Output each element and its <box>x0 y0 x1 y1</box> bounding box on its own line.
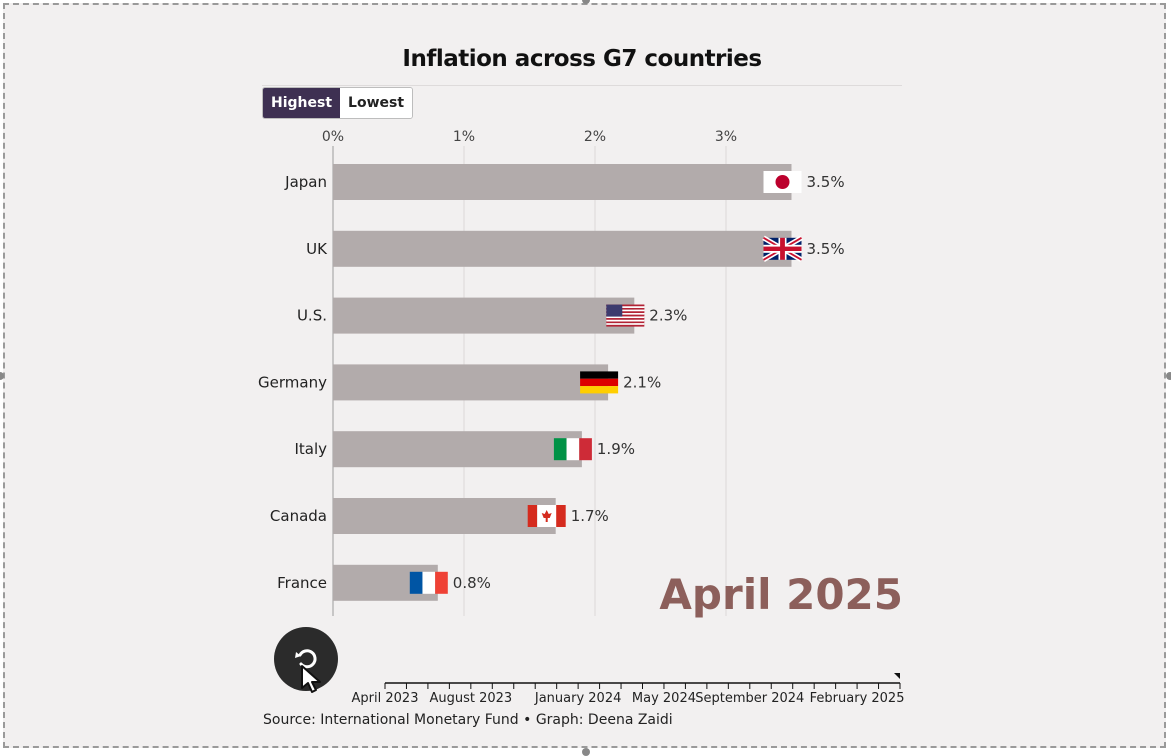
flag-part <box>606 306 645 308</box>
frame-handle-left[interactable] <box>0 372 4 380</box>
frame-handle-top[interactable] <box>582 0 590 4</box>
flag-part <box>566 438 580 461</box>
source-note: Source: International Monetary Fund • Gr… <box>263 712 673 728</box>
flag-part <box>527 505 538 527</box>
value-label: 1.9% <box>597 440 635 458</box>
flag-part <box>606 319 645 322</box>
flag-part <box>409 571 423 594</box>
japan-flag <box>763 171 802 193</box>
flag-part <box>541 510 552 522</box>
bar-row: U.S. 2.3% <box>297 297 687 334</box>
timeline-marker <box>894 673 900 679</box>
category-label: France <box>277 574 327 592</box>
timeline-label: August 2023 <box>429 691 512 706</box>
flag-part <box>780 237 785 260</box>
value-label: 3.5% <box>807 240 845 258</box>
timeline-label: February 2025 <box>810 691 905 706</box>
category-label: UK <box>306 240 328 258</box>
flag-part <box>775 175 790 189</box>
value-label: 2.3% <box>649 307 687 325</box>
bar-row: Canada 1.7% <box>270 498 609 534</box>
x-tick-label: 1% <box>453 129 475 145</box>
france-flag <box>409 571 448 594</box>
flag-part <box>422 571 436 594</box>
bar <box>333 230 792 267</box>
timeline-label: April 2023 <box>352 691 419 706</box>
flag-part <box>553 438 567 461</box>
category-label: Germany <box>258 373 327 391</box>
frame-handle-bottom[interactable] <box>582 748 590 756</box>
bar <box>333 164 792 200</box>
flag-part <box>606 304 623 317</box>
flag-part <box>579 438 592 461</box>
flag-part <box>606 323 645 325</box>
flag-part <box>435 571 448 594</box>
title-divider <box>262 85 902 86</box>
sort-toggle: Highest Lowest <box>262 87 414 119</box>
flag-part <box>606 307 645 310</box>
flag-part <box>580 378 619 387</box>
flag-part <box>606 324 645 327</box>
bar <box>333 498 556 534</box>
lowest-button[interactable]: Lowest <box>340 88 413 118</box>
germany-flag <box>580 371 619 394</box>
replay-icon <box>295 649 317 669</box>
italy-flag <box>553 438 592 461</box>
flag-part <box>580 386 619 394</box>
canada-flag <box>527 505 566 527</box>
category-label: U.S. <box>297 307 327 325</box>
uk-flag <box>762 235 803 262</box>
bar-row: Japan 3.5% <box>284 164 845 200</box>
flag-part <box>606 311 645 314</box>
bar-row: Italy 1.9% <box>294 431 635 468</box>
x-tick-label: 3% <box>715 129 737 145</box>
frame-handle-right[interactable] <box>1166 372 1171 380</box>
us-flag <box>606 304 645 327</box>
bar <box>333 431 582 468</box>
value-label: 1.7% <box>571 507 609 525</box>
highest-button[interactable]: Highest <box>263 88 341 118</box>
flag-part <box>606 316 645 319</box>
bar-row: UK 3.5% <box>306 230 845 267</box>
timeline-label: May 2024 <box>632 691 696 706</box>
flag-part <box>606 321 645 324</box>
flag-part <box>580 371 619 379</box>
chart-title: Inflation across G7 countries <box>402 46 762 72</box>
category-label: Japan <box>284 173 327 191</box>
bar-row: France 0.8% <box>277 564 491 601</box>
period-label: April 2025 <box>659 570 903 619</box>
timeline-label: September 2024 <box>695 691 804 706</box>
category-label: Canada <box>270 507 327 525</box>
category-label: Italy <box>294 440 327 458</box>
flag-part <box>606 318 645 320</box>
mouse-cursor-icon <box>301 665 321 693</box>
flag-part <box>606 309 645 312</box>
value-label: 3.5% <box>807 173 845 191</box>
flag-part <box>606 314 645 317</box>
bar-row: Germany 2.1% <box>258 364 661 401</box>
x-tick-label: 2% <box>584 129 606 145</box>
flag-part <box>606 313 645 315</box>
flag-part <box>556 505 566 527</box>
x-tick-label: 0% <box>322 129 344 145</box>
timeline-label: January 2024 <box>534 691 622 706</box>
bar <box>333 297 635 334</box>
flag-part <box>606 304 645 307</box>
value-label: 0.8% <box>453 574 491 592</box>
bar <box>333 364 609 401</box>
value-label: 2.1% <box>623 373 661 391</box>
